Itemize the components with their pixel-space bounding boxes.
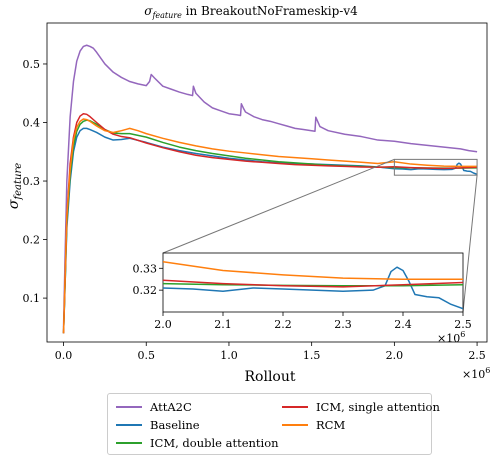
- inset-x-multiplier-base: ×10: [437, 332, 460, 345]
- x-tick-label: 0.0: [55, 349, 73, 362]
- x-tick-label: 1.5: [303, 349, 321, 362]
- legend-swatch-atta2c: [116, 406, 142, 408]
- legend-item-icm-single: ICM, single attention: [282, 398, 440, 416]
- x-multiplier-exp: 6: [485, 366, 490, 375]
- legend-swatch-icm-single: [282, 406, 308, 408]
- inset-y-tick-label: 0.33: [133, 262, 158, 275]
- legend-label-icm-single: ICM, single attention: [316, 400, 440, 414]
- legend: AttA2C Baseline ICM, double attention IC…: [107, 393, 440, 455]
- y-label-sigma: σ: [6, 199, 22, 209]
- inset-x-multiplier-exp: 6: [460, 330, 465, 339]
- legend-swatch-rcm: [282, 424, 308, 426]
- x-axis-label: Rollout: [245, 369, 296, 385]
- inset-series-group: [163, 185, 463, 310]
- inset-series-line-icm-double-attention: [163, 282, 463, 287]
- legend-label-atta2c: AttA2C: [150, 400, 192, 414]
- inset-x-tick-label: 2.1: [214, 318, 232, 331]
- series-line-rcm: [62, 118, 478, 334]
- x-multiplier-base: ×10: [462, 368, 485, 381]
- inset-x-tick-label: 2.0: [154, 318, 172, 331]
- legend-label-icm-double: ICM, double attention: [150, 436, 279, 450]
- main-plot-frame: [46, 22, 488, 343]
- main-series-group: [62, 44, 478, 334]
- y-tick-label: 0.2: [23, 234, 41, 247]
- title-sigma: σ: [144, 4, 153, 18]
- inset-series-line-rcm: [163, 260, 463, 280]
- legend-label-rcm: RCM: [316, 418, 346, 432]
- main-axes: 0.0 0.5 1.0 1.5 2.0 2.5 0.1 0.2 0.3 0.4 0.5: [23, 22, 488, 362]
- inset-series-line-atta2c: [163, 185, 463, 224]
- zoom-indicator-rect: [393, 158, 478, 176]
- legend-item-baseline: Baseline: [116, 416, 200, 434]
- y-tick-label: 0.1: [23, 292, 41, 305]
- x-axis-multiplier: ×106: [462, 366, 490, 381]
- inset-x-multiplier: ×106: [437, 330, 465, 345]
- inset-axes: 2.0 2.1 2.2 2.3 2.4 2.5 0.32 0.33: [133, 158, 478, 331]
- x-tick-label: 0.5: [137, 349, 155, 362]
- zoom-connector-line: [462, 175, 478, 313]
- inset-x-tick-label: 2.3: [334, 318, 352, 331]
- y-tick-label: 0.3: [23, 175, 41, 188]
- inset-y-tick-label: 0.32: [133, 284, 158, 297]
- title-subscript: feature: [151, 11, 182, 20]
- inset-series-line-baseline: [163, 266, 463, 310]
- inset-x-tick-label: 2.5: [454, 318, 472, 331]
- inset-series-line-icm-single-attention: [163, 279, 463, 288]
- legend-item-icm-double: ICM, double attention: [116, 434, 279, 452]
- legend-swatch-baseline: [116, 424, 142, 426]
- inset-x-tick-label: 2.2: [274, 318, 292, 331]
- y-axis-label: σfeature: [6, 163, 24, 209]
- series-line-atta2c: [62, 44, 478, 328]
- y-tick-label: 0.5: [23, 58, 41, 71]
- x-tick-label: 2.0: [386, 349, 404, 362]
- legend-item-atta2c: AttA2C: [116, 398, 192, 416]
- legend-item-rcm: RCM: [282, 416, 345, 434]
- chart-title: σfeature in BreakoutNoFrameskip-v4: [144, 4, 358, 20]
- series-line-icm-single-attention: [62, 112, 478, 334]
- x-tick-label: 2.5: [468, 349, 486, 362]
- legend-label-baseline: Baseline: [150, 418, 200, 432]
- y-label-subscript: feature: [13, 163, 24, 201]
- title-rest: in BreakoutNoFrameskip-v4: [182, 4, 358, 18]
- legend-swatch-icm-double: [116, 442, 142, 444]
- inset-x-tick-label: 2.4: [394, 318, 412, 331]
- y-tick-label: 0.4: [23, 117, 41, 130]
- zoom-connector-line: [162, 158, 395, 254]
- x-tick-label: 1.0: [220, 349, 238, 362]
